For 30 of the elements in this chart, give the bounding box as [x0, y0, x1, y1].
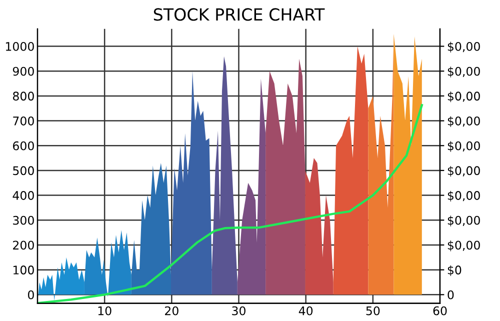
- y-tick-label: 300: [13, 216, 34, 225]
- y-tick-label: 1000: [6, 42, 34, 51]
- y-tick-label: 800: [12, 92, 34, 101]
- y-tick-label: 900: [12, 66, 34, 76]
- y-tick-label: 100: [13, 266, 34, 274]
- text: $0,00: [448, 190, 480, 202]
- y-tick-label: 700: [13, 116, 34, 126]
- text: $0,00: [448, 42, 480, 52]
- line-series: [38, 104, 423, 304]
- x-tick-label: 30: [232, 306, 246, 316]
- x-tick-label: 60: [433, 306, 447, 316]
- y-tick-label: 0: [28, 290, 34, 300]
- text: $0: [448, 265, 462, 276]
- text: $0,00: [448, 91, 480, 102]
- chart-title: STOCK PRICE CHART: [154, 8, 325, 21]
- text: $0,00: [448, 166, 480, 177]
- y-tick-label: 600: [13, 141, 34, 150]
- y-tick-label: 500: [13, 166, 34, 176]
- x-tick-label: 10: [98, 306, 112, 316]
- x-tick-label: 50: [366, 306, 380, 316]
- text: $0,00: [448, 240, 480, 252]
- x-tick-label: 40: [298, 306, 313, 316]
- text: $0,00: [448, 66, 480, 78]
- y-tick-label: 200: [13, 240, 34, 250]
- text: 0: [448, 290, 454, 300]
- text: $0,00: [448, 116, 480, 128]
- text: $0,00: [448, 216, 480, 226]
- x-tick-label: 20: [165, 306, 178, 316]
- y-tick-label: 400: [12, 191, 34, 200]
- text: $0,00: [448, 141, 480, 152]
